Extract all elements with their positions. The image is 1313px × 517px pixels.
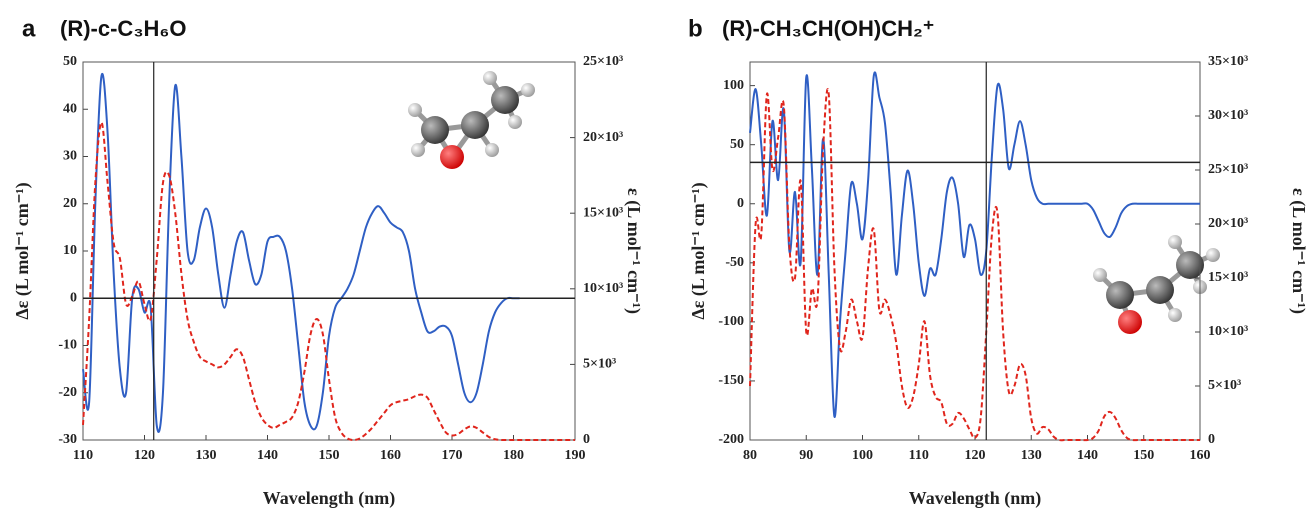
panel-label: a (22, 15, 36, 42)
y2-tick-label: 20×10³ (583, 130, 623, 145)
delta-epsilon-line (750, 72, 1200, 417)
y-tick-label: 20 (63, 196, 77, 211)
x-tick-label: 160 (380, 448, 401, 463)
y-tick-label: 10 (63, 243, 77, 258)
x-tick-label: 100 (852, 448, 873, 463)
x-tick-label: 160 (1190, 448, 1211, 463)
y2-tick-label: 30×10³ (1208, 108, 1248, 123)
x-tick-label: 120 (965, 448, 986, 463)
y2-tick-label: 5×10³ (583, 357, 616, 372)
y-tick-label: -50 (725, 255, 744, 270)
y-axis-label: Δε (L mol⁻¹ cm⁻¹) (688, 182, 709, 319)
y2-tick-label: 10×10³ (1208, 324, 1248, 339)
y2-tick-label: 0 (583, 432, 590, 447)
y-tick-label: -150 (718, 373, 744, 388)
y-tick-label: 50 (730, 137, 744, 152)
chart-title: (R)-c-C₃H₆O (60, 16, 186, 41)
y2-tick-label: 10×10³ (583, 281, 623, 296)
y2-tick-label: 15×10³ (583, 205, 623, 220)
y2-tick-label: 20×10³ (1208, 216, 1248, 231)
molecule-b (1093, 235, 1220, 334)
y2-tick-label: 15×10³ (1208, 270, 1248, 285)
y-axis-label: Δε (L mol⁻¹ cm⁻¹) (12, 182, 33, 319)
y2-axis-label: ε (L mol⁻¹ cm⁻¹) (1288, 188, 1309, 314)
y-tick-label: -30 (58, 432, 77, 447)
x-tick-label: 80 (743, 448, 757, 463)
y-tick-label: -200 (718, 432, 744, 447)
y2-tick-label: 35×10³ (1208, 54, 1248, 69)
x-tick-label: 140 (1077, 448, 1098, 463)
y-tick-label: 0 (737, 196, 744, 211)
y-tick-label: -10 (58, 338, 77, 353)
x-axis-label: Wavelength (nm) (909, 488, 1042, 509)
x-tick-label: 140 (257, 448, 278, 463)
x-tick-label: 110 (73, 448, 93, 463)
chart-title: (R)-CH₃CH(OH)CH₂⁺ (722, 16, 934, 41)
y-tick-label: -20 (58, 385, 77, 400)
x-tick-label: 90 (799, 448, 813, 463)
y-tick-label: 100 (723, 78, 744, 93)
y2-tick-label: 25×10³ (1208, 162, 1248, 177)
epsilon-line (83, 122, 575, 440)
y2-axis-label: ε (L mol⁻¹ cm⁻¹) (623, 188, 644, 314)
x-tick-label: 120 (134, 448, 155, 463)
x-tick-label: 150 (1133, 448, 1154, 463)
plot-frame (750, 62, 1200, 440)
x-tick-label: 170 (442, 448, 463, 463)
y2-tick-label: 0 (1208, 432, 1215, 447)
y-tick-label: 0 (70, 290, 77, 305)
x-tick-label: 190 (565, 448, 586, 463)
x-tick-label: 110 (909, 448, 929, 463)
y-tick-label: 50 (63, 54, 77, 69)
figure: a (R)-c-C₃H₆O 110 120 130 140 150 160 170 180 190 -… (0, 0, 1313, 517)
panel-label: b (688, 15, 703, 42)
x-axis-label: Wavelength (nm) (263, 488, 396, 509)
y2-tick-label: 25×10³ (583, 54, 623, 69)
molecule-a (408, 71, 535, 169)
y-tick-label: 30 (63, 149, 77, 164)
x-tick-label: 130 (1021, 448, 1042, 463)
y-tick-label: -100 (718, 314, 744, 329)
y-tick-label: 40 (63, 101, 77, 116)
x-tick-label: 130 (196, 448, 217, 463)
x-tick-label: 150 (319, 448, 340, 463)
y2-tick-label: 5×10³ (1208, 378, 1241, 393)
x-tick-label: 180 (503, 448, 524, 463)
